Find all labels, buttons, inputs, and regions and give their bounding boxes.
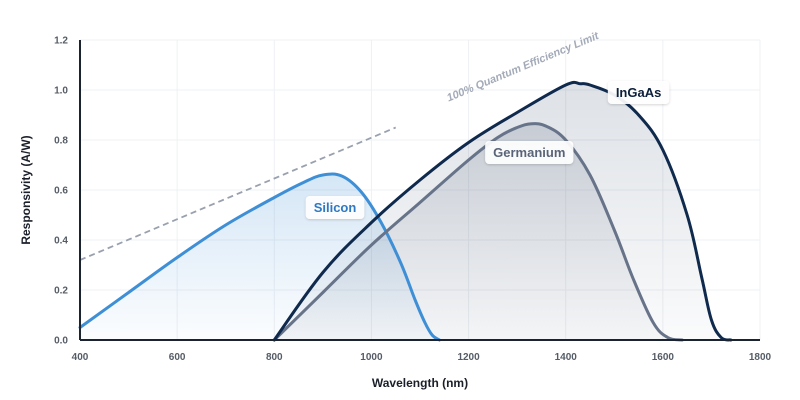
- y-tick-label: 0.8: [54, 136, 68, 147]
- series-line-germanium: [272, 122, 684, 342]
- x-tick-label: 1600: [652, 352, 675, 363]
- axes: [79, 40, 760, 341]
- series-area-silicon: [80, 174, 440, 340]
- series-label-text: Germanium: [493, 145, 565, 160]
- series-label-text: InGaAs: [616, 85, 662, 100]
- series-label-silicon: Silicon: [305, 196, 365, 219]
- y-tick-label: 0.4: [54, 236, 68, 247]
- x-tick-label: 800: [266, 352, 283, 363]
- x-tick-label: 1800: [749, 352, 772, 363]
- series-labels: Silicon Germanium InGaAs: [305, 81, 670, 219]
- series-line-ingaas: [272, 80, 733, 342]
- series-line-silicon: [78, 172, 441, 342]
- tick-labels: 400 600 800 1000 1200 1400 1600 1800 0.0 0.2 0.4 0.…: [54, 36, 771, 364]
- x-tick-label: 1200: [457, 352, 480, 363]
- x-axis-title: Wavelength (nm): [372, 376, 468, 390]
- y-tick-label: 1.0: [54, 86, 68, 97]
- series-label-ingaas: InGaAs: [607, 81, 670, 104]
- reference-line: [79, 126, 397, 261]
- x-tick-label: 1000: [360, 352, 383, 363]
- series-label-box: [305, 196, 365, 219]
- series-lines: [78, 80, 733, 342]
- x-tick-label: 1400: [555, 352, 578, 363]
- y-tick-label: 0.2: [54, 286, 68, 297]
- series-label-text: Silicon: [314, 200, 357, 215]
- x-tick-label: 400: [72, 352, 89, 363]
- x-tick-label: 600: [169, 352, 186, 363]
- series-label-germanium: Germanium: [485, 141, 574, 164]
- series-label-box: [485, 141, 574, 164]
- y-axis-title: Responsivity (A/W): [19, 135, 33, 244]
- y-tick-label: 0.6: [54, 186, 68, 197]
- y-tick-label: 0.0: [54, 336, 68, 347]
- y-tick-label: 1.2: [54, 36, 68, 47]
- series-label-box: [607, 81, 670, 104]
